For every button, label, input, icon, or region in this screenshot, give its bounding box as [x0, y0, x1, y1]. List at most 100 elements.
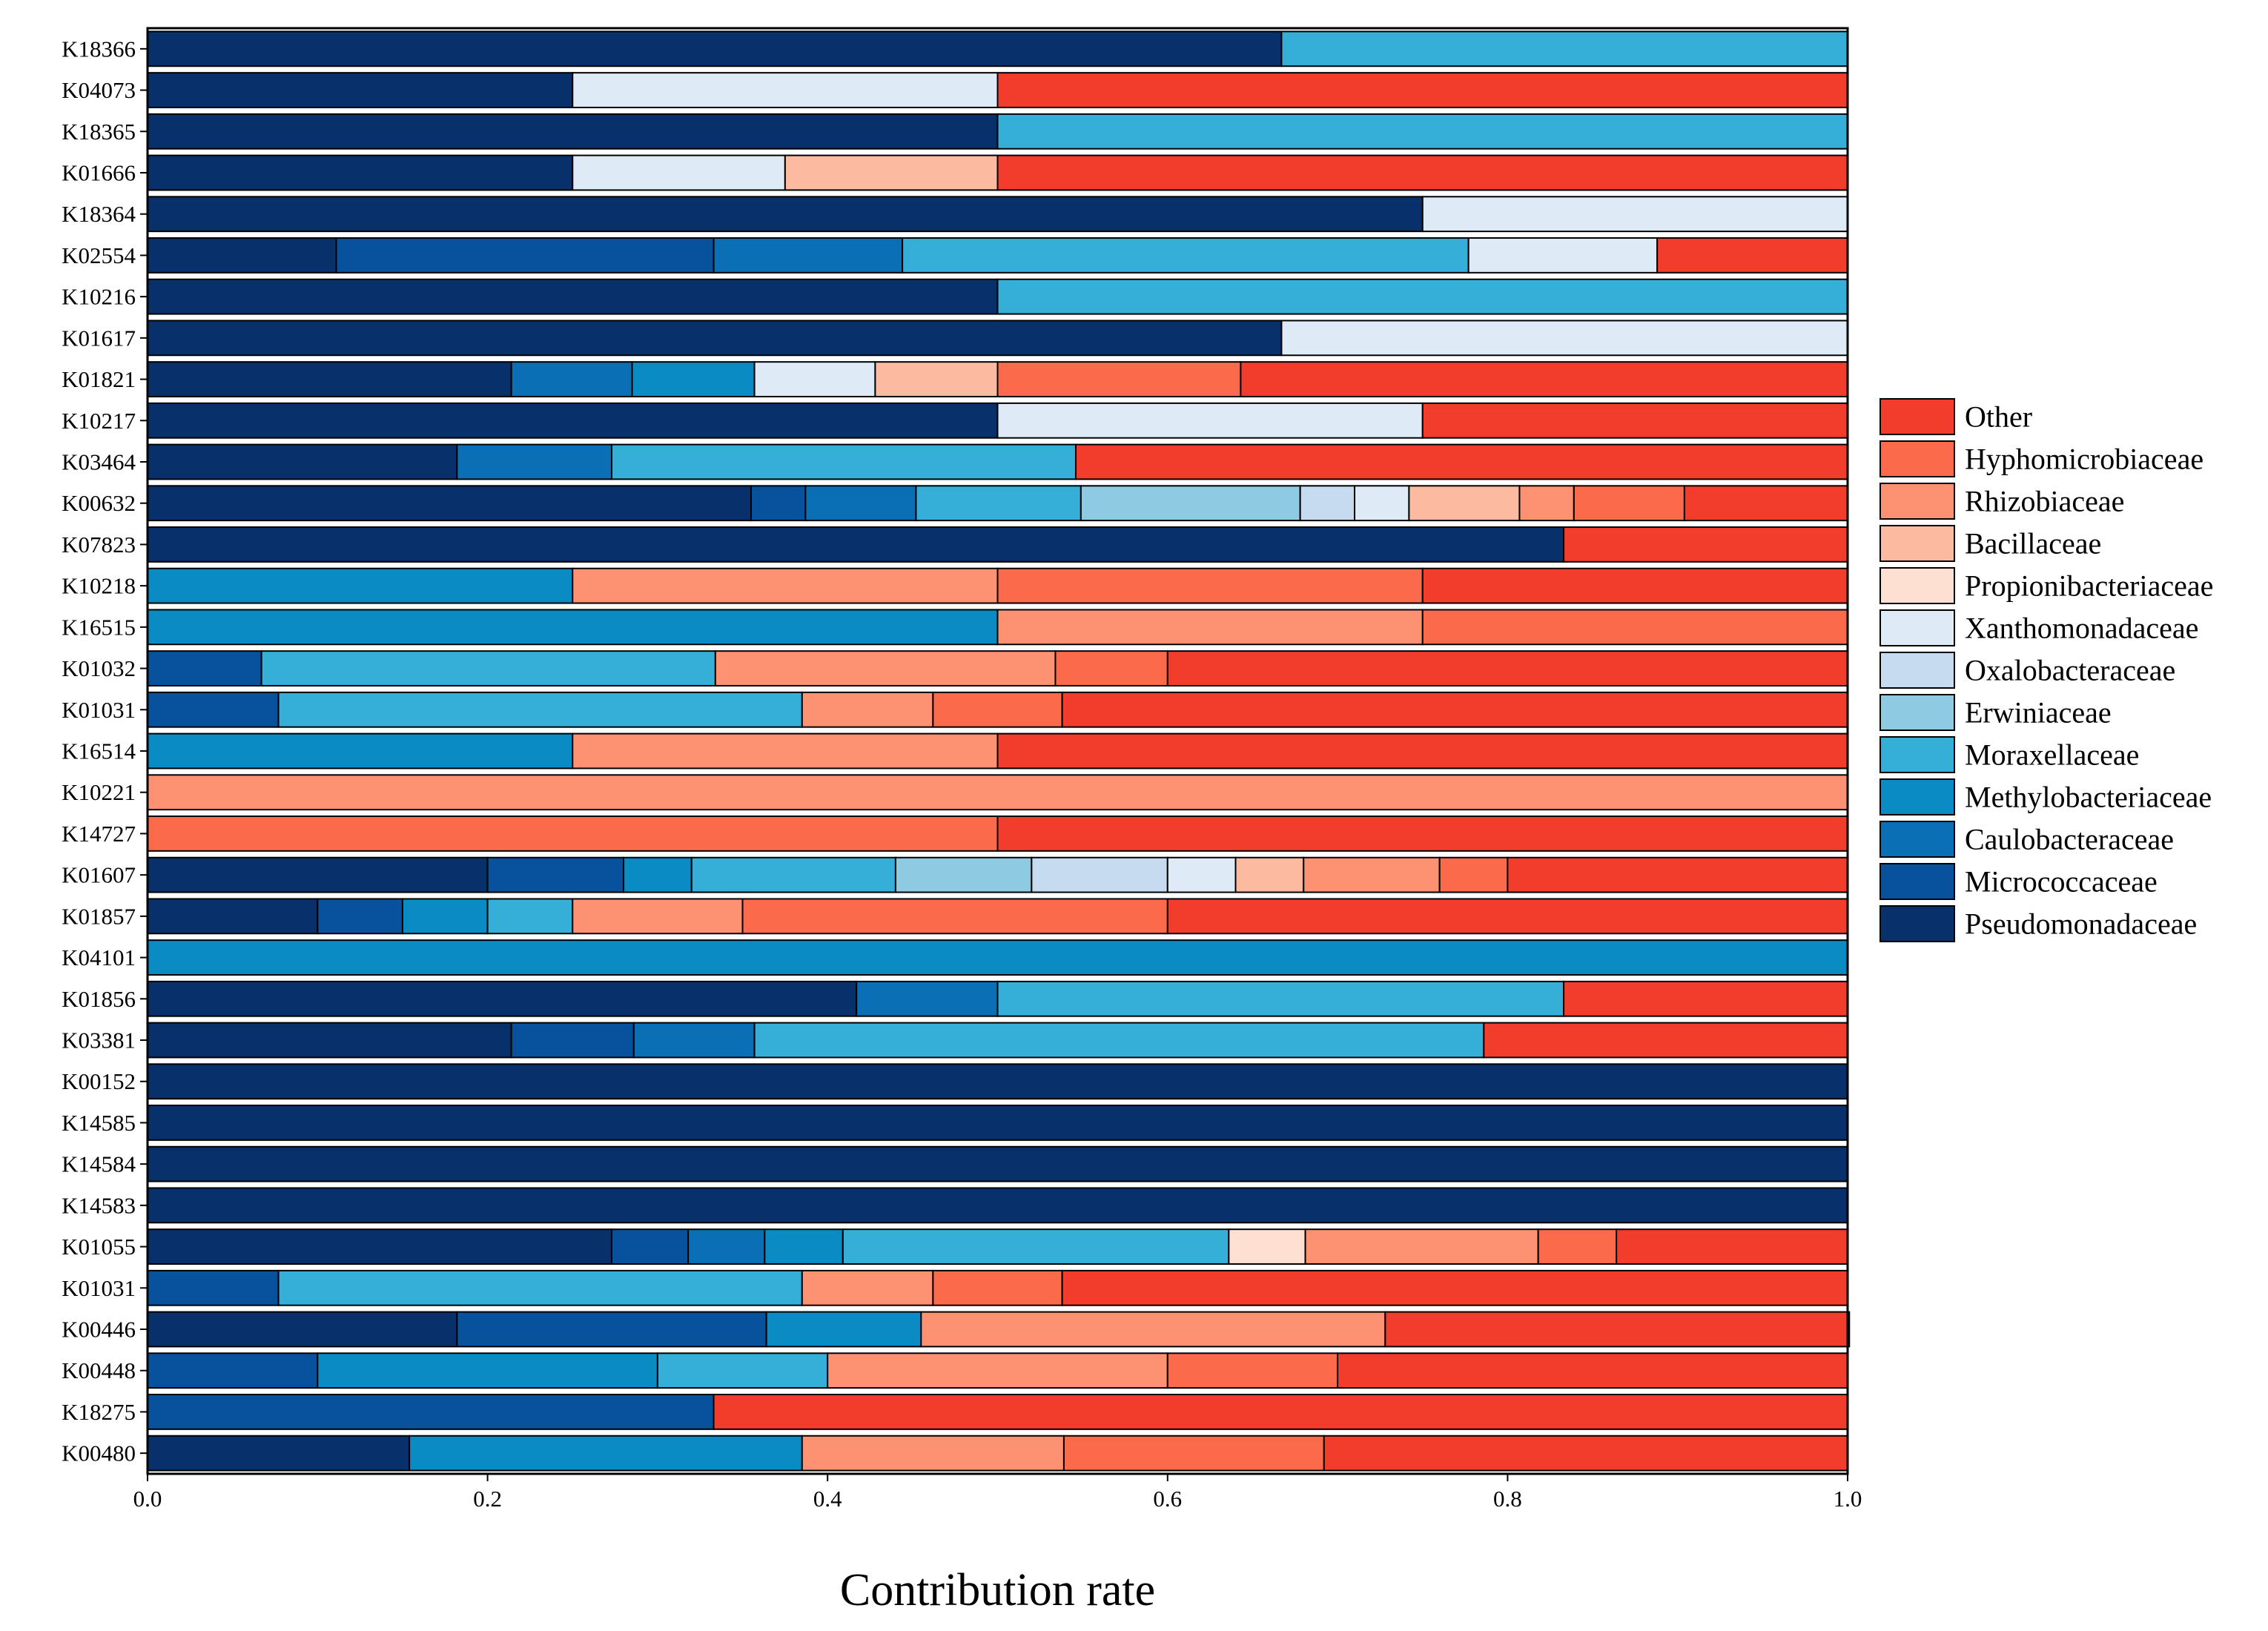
bar-segment-k03464-pseudomonadaceae	[147, 443, 458, 480]
bar-segment-k01666-xanthomonadaceae	[572, 154, 786, 191]
bar-segment-k18364-pseudomonadaceae	[147, 196, 1424, 233]
bar-segment-k01032-hyphomicrobiaceae	[1054, 650, 1168, 687]
y-tick-label: K01055	[62, 1234, 136, 1260]
bar-segment-k01856-pseudomonadaceae	[147, 980, 858, 1017]
bar-segment-k00446-other	[1384, 1311, 1851, 1348]
bar-segment-k00446-rhizobiaceae	[920, 1311, 1386, 1348]
legend-label-xanthomonadaceae: Xanthomonadaceae	[1965, 612, 2198, 645]
bar-segment-k10217-xanthomonadaceae	[996, 402, 1424, 439]
bar-segment-k01821-caulobacteraceae	[510, 361, 633, 397]
y-tick-label: K18366	[62, 36, 136, 62]
bar-segment-k01607-oxalobacteraceae	[1031, 856, 1168, 893]
bar-segment-k02554-other	[1656, 237, 1849, 274]
bar-segment-k01031-other	[1061, 1269, 1848, 1306]
bar-segment-k16514-methylobacteriaceae	[147, 732, 574, 770]
y-tick-label: K18364	[62, 201, 136, 227]
bar-segment-k07823-other	[1563, 526, 1849, 563]
bar-segment-k18366-pseudomonadaceae	[147, 30, 1283, 67]
bar-segment-k00632-pseudomonadaceae	[147, 485, 753, 522]
bar-segment-k01617-xanthomonadaceae	[1280, 320, 1848, 357]
bar-segment-k01032-micrococcaceae	[147, 650, 262, 687]
y-tick-label: K00632	[62, 490, 136, 516]
bar-segment-k01607-moraxellaceae	[690, 856, 896, 893]
bar-segment-k01856-caulobacteraceae	[856, 980, 999, 1017]
x-tick-label: 0.8	[1493, 1486, 1522, 1512]
bar-segment-k00632-hyphomicrobiaceae	[1573, 485, 1685, 522]
legend-swatch-propionibacteriaceae	[1879, 567, 1955, 604]
bar-segment-k01031-other	[1061, 691, 1848, 728]
bar-segment-k01055-pseudomonadaceae	[147, 1228, 612, 1265]
legend-label-pseudomonadaceae: Pseudomonadaceae	[1965, 907, 2197, 941]
bar-segment-k16514-other	[996, 732, 1848, 770]
bar-segment-k00480-hyphomicrobiaceae	[1062, 1435, 1325, 1472]
bar-segment-k01666-bacillaceae	[784, 154, 999, 191]
bar-segment-k18365-pseudomonadaceae	[147, 113, 999, 150]
bar-segment-k01032-moraxellaceae	[260, 650, 716, 687]
y-tick-label: K01617	[62, 325, 136, 351]
bar-segment-k00448-hyphomicrobiaceae	[1166, 1352, 1339, 1389]
bar-segment-k00632-micrococcaceae	[750, 485, 807, 522]
legend-label-micrococcaceae: Micrococcaceae	[1965, 865, 2158, 899]
bar-segment-k01607-pseudomonadaceae	[147, 856, 489, 893]
bar-segment-k01031-moraxellaceae	[277, 691, 803, 728]
bar-segment-k00448-methylobacteriaceae	[317, 1352, 658, 1389]
bar-segment-k01032-other	[1166, 650, 1849, 687]
bar-segment-k18275-micrococcaceae	[147, 1394, 715, 1430]
bar-segment-k01821-xanthomonadaceae	[753, 361, 876, 397]
bar-segment-k01031-hyphomicrobiaceae	[932, 691, 1063, 728]
legend-label-hyphomicrobiaceae: Hyphomicrobiaceae	[1965, 443, 2203, 476]
bar-segment-k01607-methylobacteriaceae	[623, 856, 692, 893]
y-tick-label: K00152	[62, 1068, 136, 1094]
bar-segment-k01856-moraxellaceae	[996, 980, 1565, 1017]
y-tick-label: K14585	[62, 1110, 136, 1136]
legend-label-propionibacteriaceae: Propionibacteriaceae	[1965, 569, 2213, 603]
bar-segment-k10218-hyphomicrobiaceae	[996, 567, 1424, 604]
bar-segment-k01031-rhizobiaceae	[801, 1269, 934, 1306]
bar-segment-k18366-moraxellaceae	[1280, 30, 1848, 67]
bar-segment-k04073-pseudomonadaceae	[147, 72, 574, 108]
bar-segment-k03381-caulobacteraceae	[632, 1022, 756, 1059]
bar-segment-k00632-xanthomonadaceae	[1354, 485, 1410, 522]
bar-segment-k01055-rhizobiaceae	[1304, 1228, 1539, 1265]
bar-segment-k00480-pseudomonadaceae	[147, 1435, 411, 1472]
y-tick-label: K16515	[62, 614, 136, 640]
y-tick-label: K04073	[62, 77, 136, 103]
legend-swatch-hyphomicrobiaceae	[1879, 440, 1955, 477]
legend-swatch-micrococcaceae	[1879, 863, 1955, 900]
y-tick-label: K10217	[62, 408, 136, 434]
bar-segment-k00448-rhizobiaceae	[827, 1352, 1168, 1389]
bar-segment-k01607-hyphomicrobiaceae	[1438, 856, 1509, 893]
bar-segment-k10217-other	[1421, 402, 1848, 439]
y-tick-label: K01857	[62, 903, 136, 929]
y-tick-label: K00480	[62, 1440, 136, 1466]
bar-segment-k18364-xanthomonadaceae	[1421, 196, 1848, 233]
x-tick-label: 0.2	[473, 1486, 502, 1512]
bar-segment-k03381-other	[1483, 1022, 1848, 1059]
legend-label-methylobacteriaceae: Methylobacteriaceae	[1965, 781, 2212, 814]
bar-segment-k03464-caulobacteraceae	[456, 443, 612, 480]
y-tick-label: K00446	[62, 1317, 136, 1343]
y-tick-label: K14584	[62, 1151, 136, 1177]
bar-segment-k10216-moraxellaceae	[996, 278, 1848, 315]
bar-segment-k03381-pseudomonadaceae	[147, 1022, 512, 1059]
x-tick-label: 1.0	[1834, 1486, 1862, 1512]
bar-segment-k01031-moraxellaceae	[277, 1269, 803, 1306]
y-tick-label: K10221	[62, 779, 136, 805]
bar-segment-k01032-rhizobiaceae	[714, 650, 1057, 687]
y-tick-label: K18275	[62, 1399, 136, 1425]
legend-label-erwiniaceae: Erwiniaceae	[1965, 696, 2112, 730]
bar-segment-k01055-other	[1616, 1228, 1849, 1265]
bar-segment-k00632-other	[1683, 485, 1849, 522]
bar-segment-k02554-xanthomonadaceae	[1467, 237, 1659, 274]
bar-segment-k01055-caulobacteraceae	[687, 1228, 766, 1265]
y-tick-label: K00448	[62, 1357, 136, 1383]
bar-segment-k01055-micrococcaceae	[610, 1228, 690, 1265]
bar-segment-k01607-xanthomonadaceae	[1166, 856, 1237, 893]
legend-label-rhizobiaceae: Rhizobiaceae	[1965, 485, 2124, 518]
bar-segment-k10221-rhizobiaceae	[147, 774, 1848, 811]
bar-segment-k00632-rhizobiaceae	[1518, 485, 1575, 522]
bar-segment-k00448-micrococcaceae	[147, 1352, 319, 1389]
bar-segment-k14583-pseudomonadaceae	[147, 1187, 1848, 1224]
bar-segment-k01607-other	[1507, 856, 1849, 893]
